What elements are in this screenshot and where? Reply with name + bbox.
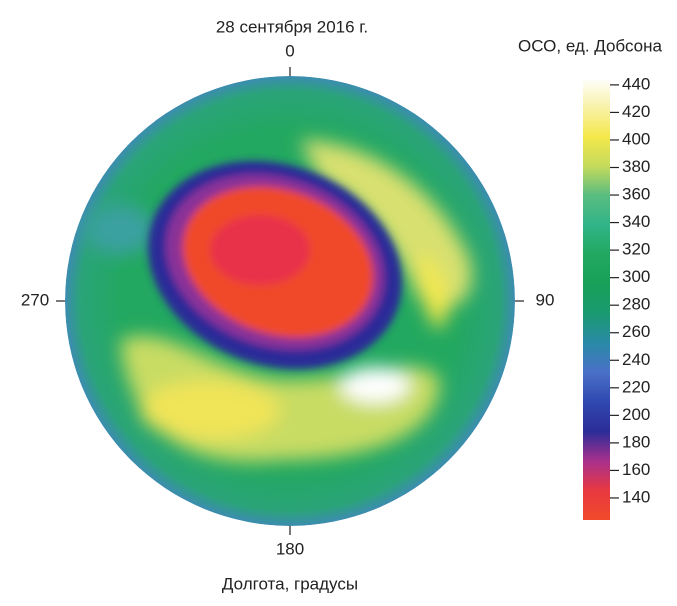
tick-label: 0 bbox=[285, 41, 294, 60]
colorbar-tick-label: 260 bbox=[622, 322, 650, 341]
ozone-field bbox=[65, 76, 515, 526]
colorbar: 140 160 180 200 220 240 260 280 300 320 340 360 380 4… bbox=[583, 74, 650, 520]
colorbar-tick-label: 340 bbox=[622, 212, 650, 231]
colorbar-tick-label: 280 bbox=[622, 295, 650, 314]
colorbar-tick-label: 240 bbox=[622, 350, 650, 369]
axis-label: Долгота, градусы bbox=[222, 574, 358, 593]
colorbar-tick-label: 400 bbox=[622, 129, 650, 148]
colorbar-label: ОСО, ед. Добсона bbox=[518, 36, 662, 55]
colorbar-tick-label: 420 bbox=[622, 102, 650, 121]
colorbar-tick-label: 440 bbox=[622, 74, 650, 93]
tick-label: 90 bbox=[536, 290, 555, 309]
colorbar-tick-label: 380 bbox=[622, 157, 650, 176]
colorbar-tick-label: 360 bbox=[622, 185, 650, 204]
colorbar-tick-label: 320 bbox=[622, 240, 650, 259]
tick-label: 180 bbox=[276, 539, 304, 558]
tick-label: 270 bbox=[21, 290, 49, 309]
colorbar-tick-label: 300 bbox=[622, 267, 650, 286]
colorbar-tick-label: 140 bbox=[622, 487, 650, 506]
colorbar-tick-label: 200 bbox=[622, 405, 650, 424]
colorbar-bar bbox=[583, 78, 610, 520]
colorbar-tick-label: 220 bbox=[622, 377, 650, 396]
colorbar-tick-label: 180 bbox=[622, 432, 650, 451]
map-title: 28 сентября 2016 г. bbox=[216, 17, 368, 36]
chart: 28 сентября 2016 г. Долгота, градусы ОСО… bbox=[0, 0, 677, 601]
colorbar-tick-label: 160 bbox=[622, 460, 650, 479]
